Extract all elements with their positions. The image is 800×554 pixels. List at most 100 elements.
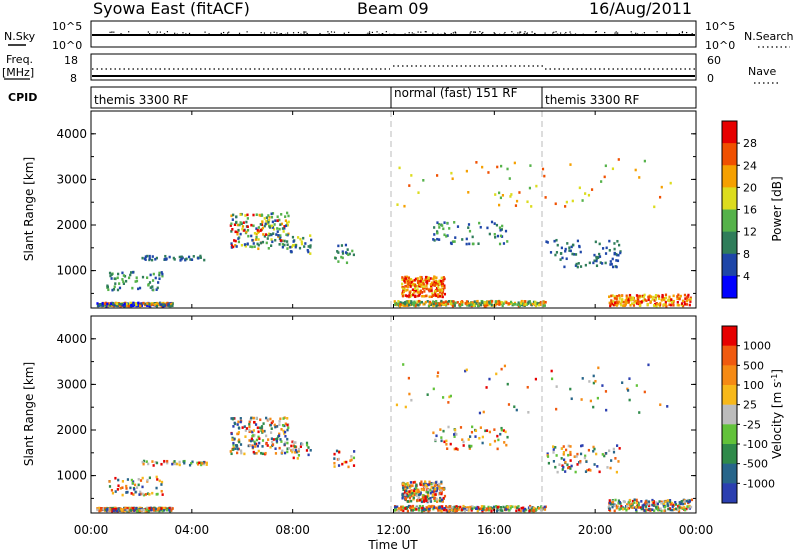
range-cell — [443, 221, 446, 224]
range-cell — [613, 509, 616, 513]
range-cell — [239, 417, 242, 420]
range-cell — [410, 490, 413, 493]
noise-point — [188, 32, 191, 35]
range-cell — [447, 401, 450, 404]
freq-left-tick-top: 18 — [64, 54, 78, 67]
range-cell — [628, 498, 632, 502]
range-cell — [498, 242, 502, 246]
range-cell — [406, 482, 409, 485]
range-cell — [417, 508, 421, 512]
range-cell — [152, 464, 155, 467]
range-cell — [443, 233, 446, 237]
range-cell — [592, 374, 595, 378]
power-ylabel: Slant Range [km] — [22, 157, 36, 261]
range-cell — [485, 386, 488, 389]
range-cell — [104, 302, 107, 306]
range-cell — [647, 502, 650, 506]
range-cell — [127, 303, 130, 306]
range-cell — [662, 297, 666, 300]
range-cell — [596, 396, 599, 400]
range-cell — [634, 505, 637, 509]
range-cell — [101, 302, 104, 305]
range-cell — [442, 276, 445, 279]
range-cell — [440, 436, 443, 439]
range-cell — [470, 303, 473, 307]
range-cell — [655, 503, 658, 507]
date-title: 16/Aug/2011 — [589, 0, 692, 18]
range-cell — [141, 256, 144, 260]
range-cell — [493, 303, 497, 307]
range-cell — [438, 499, 442, 503]
range-cell — [167, 303, 170, 306]
range-cell — [579, 461, 582, 465]
range-cell — [476, 509, 479, 513]
range-cell — [267, 219, 271, 222]
range-cell — [232, 213, 235, 217]
noise-point — [557, 33, 559, 35]
range-cell — [561, 468, 564, 471]
range-cell — [497, 438, 500, 442]
range-cell — [502, 505, 505, 509]
range-cell — [604, 261, 607, 265]
range-cell — [278, 420, 281, 423]
range-cell — [165, 508, 169, 512]
range-cell — [406, 509, 409, 513]
range-cell — [110, 302, 113, 306]
range-cell — [289, 245, 292, 249]
range-cell — [644, 508, 648, 511]
range-cell — [100, 508, 103, 512]
range-cell — [305, 449, 309, 452]
range-cell — [465, 302, 469, 306]
range-cell — [161, 493, 164, 496]
range-cell — [292, 441, 295, 444]
range-cell — [623, 500, 626, 504]
range-cell — [412, 282, 415, 286]
noise-point — [517, 32, 519, 34]
range-cell — [544, 196, 547, 199]
range-cell — [139, 304, 142, 308]
range-cell — [445, 508, 448, 512]
range-cell — [528, 506, 532, 510]
range-cell — [609, 304, 612, 308]
range-cell — [250, 223, 253, 227]
range-cell — [396, 203, 399, 206]
range-cell — [589, 399, 592, 403]
range-cell — [515, 199, 519, 203]
range-cell — [658, 195, 662, 199]
range-cell — [417, 499, 420, 502]
range-cell — [158, 302, 162, 306]
range-cell — [273, 423, 276, 427]
range-cell — [550, 369, 553, 373]
range-cell — [350, 455, 353, 458]
range-cell — [471, 235, 474, 239]
range-cell — [309, 448, 312, 452]
range-cell — [255, 442, 258, 446]
range-cell — [419, 275, 422, 279]
range-cell — [441, 500, 444, 503]
range-cell — [163, 507, 166, 510]
range-cell — [543, 174, 546, 178]
range-cell — [442, 227, 445, 231]
range-cell — [280, 213, 283, 216]
range-cell — [253, 231, 257, 235]
colorbar-tick-label: 4 — [743, 270, 750, 283]
range-cell — [656, 302, 659, 306]
range-cell — [286, 240, 289, 243]
range-cell — [456, 301, 459, 304]
range-cell — [649, 300, 652, 303]
range-cell — [252, 416, 255, 420]
range-cell — [507, 302, 510, 305]
range-cell — [618, 294, 621, 297]
range-cell — [278, 446, 281, 450]
range-cell — [606, 466, 609, 469]
range-cell — [454, 236, 457, 239]
range-cell — [425, 485, 429, 488]
range-cell — [571, 252, 574, 256]
range-cell — [287, 214, 290, 218]
range-cell — [129, 273, 132, 277]
range-cell — [663, 505, 666, 509]
range-cell — [640, 507, 643, 511]
range-cell — [464, 369, 467, 373]
range-cell — [614, 457, 617, 460]
range-cell — [407, 376, 410, 380]
